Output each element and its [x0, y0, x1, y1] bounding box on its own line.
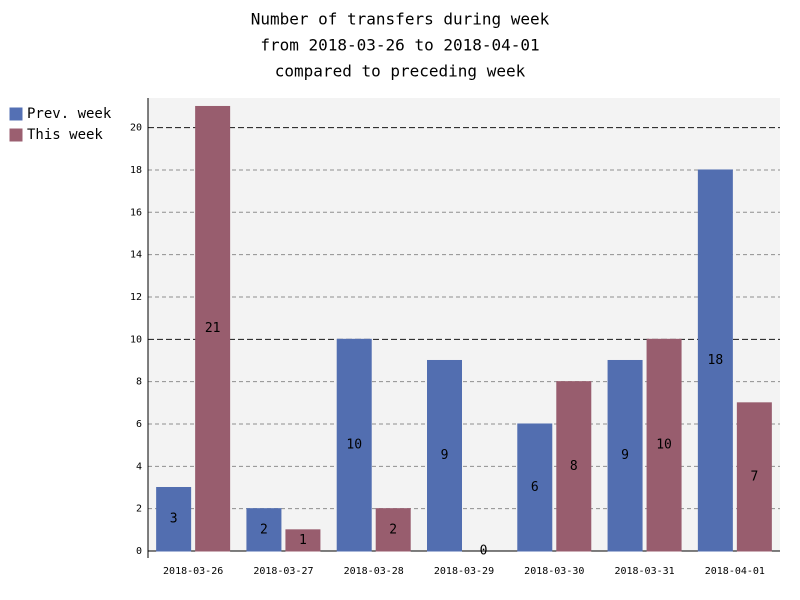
bar	[517, 423, 553, 552]
bar	[285, 529, 321, 552]
x-tick-label: 2018-03-30	[524, 566, 584, 577]
value-label: 8	[570, 459, 578, 474]
legend-swatch	[9, 107, 23, 121]
legend-label: This week	[27, 127, 103, 143]
bar	[246, 508, 282, 552]
value-label: 0	[480, 544, 488, 559]
value-label: 3	[170, 512, 178, 527]
bar	[607, 359, 643, 552]
value-label: 9	[621, 448, 629, 463]
y-tick-label: 6	[136, 419, 142, 430]
y-tick-label: 20	[130, 123, 142, 134]
value-label: 2	[260, 522, 268, 537]
x-tick-label: 2018-03-28	[344, 566, 404, 577]
plot-area	[148, 98, 780, 551]
value-label: 10	[656, 438, 672, 453]
y-tick-label: 14	[130, 250, 142, 261]
chart-title: from 2018-03-26 to 2018-04-01	[260, 36, 539, 55]
y-tick-label: 18	[130, 165, 142, 176]
y-tick-label: 16	[130, 207, 142, 218]
bar	[736, 402, 772, 552]
legend-swatch	[9, 128, 23, 142]
value-label: 10	[346, 438, 362, 453]
legend-label: Prev. week	[27, 106, 112, 122]
bar	[646, 338, 682, 552]
x-tick-label: 2018-03-31	[614, 566, 674, 577]
x-tick-label: 2018-03-27	[253, 566, 313, 577]
value-label: 9	[441, 448, 449, 463]
chart-title: compared to preceding week	[275, 62, 526, 81]
y-tick-label: 4	[136, 461, 142, 472]
bar	[336, 338, 372, 552]
y-tick-label: 8	[136, 377, 142, 388]
y-tick-label: 12	[130, 292, 142, 303]
x-tick-label: 2018-03-29	[434, 566, 494, 577]
x-tick-label: 2018-04-01	[705, 566, 765, 577]
y-tick-label: 10	[130, 334, 142, 345]
value-label: 21	[205, 321, 221, 336]
bar	[195, 105, 231, 552]
bar	[556, 381, 592, 552]
x-tick-label: 2018-03-26	[163, 566, 223, 577]
y-tick-label: 0	[136, 546, 142, 557]
value-label: 1	[299, 533, 307, 548]
value-label: 18	[708, 353, 724, 368]
y-tick-label: 2	[136, 504, 142, 515]
chart-title: Number of transfers during week	[251, 10, 550, 29]
value-label: 2	[389, 522, 397, 537]
bar	[427, 359, 462, 552]
bar	[375, 508, 411, 552]
bar	[156, 486, 192, 552]
value-label: 6	[531, 480, 539, 495]
bar	[697, 169, 733, 552]
value-label: 7	[750, 469, 758, 484]
